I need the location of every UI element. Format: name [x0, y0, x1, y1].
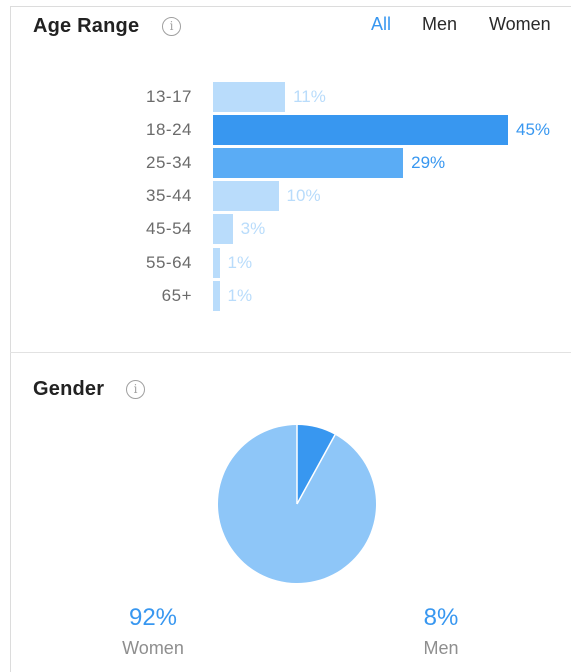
age-percentage-label: 1% [227, 252, 253, 272]
tab-women[interactable]: Women [489, 14, 551, 34]
age-percentage-label: 29% [411, 153, 446, 173]
age-bar [213, 181, 279, 212]
age-bar [213, 214, 233, 245]
women-label: Women [122, 638, 184, 658]
tab-all[interactable]: All [371, 14, 392, 34]
age-category-label: 55-64 [146, 252, 192, 272]
info-circle-icon[interactable]: i [162, 17, 181, 36]
age-category-label: 65+ [161, 285, 192, 305]
age-bar [213, 115, 508, 146]
demographics-card [10, 6, 571, 672]
age-bar [213, 148, 404, 179]
age-percentage-label: 45% [516, 120, 551, 140]
age-bar [213, 280, 220, 311]
women-percentage: 92% [128, 604, 178, 631]
age-percentage-label: 1% [227, 285, 253, 305]
age-category-label: 35-44 [146, 186, 192, 206]
tab-men[interactable]: Men [422, 14, 458, 34]
age-category-label: 45-54 [146, 219, 192, 239]
age-category-label: 13-17 [146, 87, 192, 106]
age-category-label: 18-24 [146, 120, 192, 140]
age-percentage-label: 11% [293, 87, 326, 106]
men-label: Men [423, 638, 459, 658]
age-bar [213, 82, 286, 112]
info-circle-icon[interactable]: i [126, 380, 145, 399]
men-percentage: 8% [423, 604, 459, 631]
section-divider [10, 352, 571, 353]
age-percentage-label: 3% [240, 219, 266, 239]
age-category-label: 25-34 [146, 153, 192, 173]
age-percentage-label: 10% [286, 186, 321, 206]
age-bar [213, 247, 220, 278]
age-range-title: Age Range [33, 15, 140, 37]
gender-title: Gender [33, 378, 105, 400]
